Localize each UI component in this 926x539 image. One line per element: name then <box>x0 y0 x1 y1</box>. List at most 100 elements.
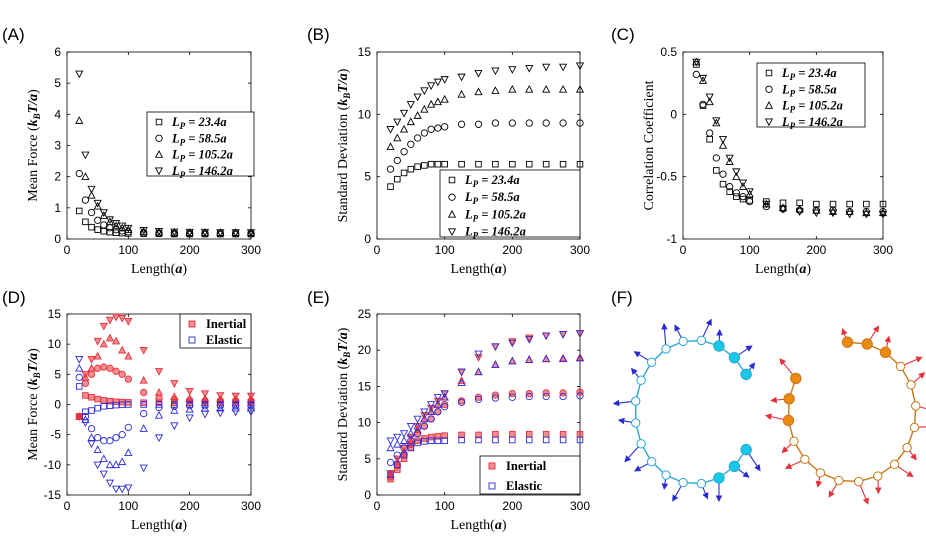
bead <box>782 414 795 427</box>
legend-box <box>439 169 581 238</box>
data-point <box>99 211 108 219</box>
data-point <box>457 120 466 128</box>
data-point <box>458 431 465 439</box>
data-point <box>100 227 108 235</box>
data-point <box>201 402 209 410</box>
data-point <box>542 119 550 127</box>
y-tick-label: -0.5 <box>656 170 677 184</box>
data-point <box>509 160 516 168</box>
bead <box>853 476 864 487</box>
bead <box>728 351 741 364</box>
data-point <box>491 394 500 402</box>
x-tick-label: 300 <box>570 499 590 513</box>
data-point <box>105 217 115 226</box>
y-tick-label: 10 <box>358 107 372 121</box>
bead <box>906 380 916 390</box>
data-point <box>140 401 147 408</box>
data-point <box>508 393 516 401</box>
y-tick-label: 20 <box>358 343 372 357</box>
data-point <box>155 229 163 237</box>
data-point <box>725 157 734 165</box>
data-point <box>420 104 429 113</box>
bead <box>713 340 725 352</box>
data-point <box>81 371 90 379</box>
data-point <box>576 392 584 400</box>
data-point <box>718 141 728 149</box>
data-point <box>542 430 550 438</box>
panel-label-f: (F) <box>611 288 633 307</box>
data-point <box>542 332 551 341</box>
data-point <box>93 445 102 453</box>
data-point <box>94 434 102 442</box>
data-point <box>124 375 132 383</box>
data-point <box>93 337 102 346</box>
data-point <box>433 97 443 106</box>
y-tick-label: 0 <box>364 232 371 246</box>
data-point <box>542 354 551 363</box>
legend-marker <box>764 118 774 127</box>
data-point <box>393 439 402 448</box>
data-point <box>559 160 567 168</box>
legend-box <box>756 62 866 128</box>
data-point <box>407 165 415 173</box>
data-point <box>738 182 748 190</box>
data-point <box>795 208 804 217</box>
data-point <box>508 339 517 348</box>
data-point <box>433 394 443 402</box>
data-point <box>863 200 870 208</box>
bead <box>630 418 641 428</box>
data-point <box>76 207 83 215</box>
data-point <box>186 402 194 410</box>
data-point <box>457 397 466 405</box>
data-point <box>434 408 442 416</box>
data-point <box>81 419 90 428</box>
data-point <box>81 151 90 160</box>
data-point <box>434 433 442 440</box>
data-point <box>111 313 121 322</box>
series-0 <box>387 160 584 190</box>
series-6 <box>386 353 585 452</box>
y-tick-label: 5 <box>54 367 61 381</box>
data-point <box>87 208 96 217</box>
bead <box>790 372 802 385</box>
data-point <box>492 160 499 168</box>
x-tick-label: 0 <box>680 243 687 257</box>
data-point <box>407 140 415 148</box>
data-point <box>99 209 108 217</box>
data-point <box>81 379 90 388</box>
legend-label: LP = 105.2a <box>464 207 526 223</box>
data-point <box>140 399 147 406</box>
data-point <box>559 119 567 127</box>
data-point <box>427 82 436 91</box>
data-point <box>100 363 108 371</box>
data-point <box>526 436 533 444</box>
data-point <box>393 156 401 165</box>
data-point <box>420 87 429 96</box>
data-point <box>525 355 534 363</box>
legend-label: LP = 58.5a <box>781 82 837 98</box>
data-point <box>125 401 132 408</box>
chart-c: 0 100 200 300 -1 -0.5 0 0.5 Correlation Coeffici… <box>642 45 893 277</box>
data-point <box>75 373 83 381</box>
data-point <box>413 415 422 424</box>
y-tick-label: 15 <box>48 307 62 321</box>
data-point <box>441 432 448 439</box>
data-point <box>124 351 133 360</box>
legend-label: Elastic <box>206 333 243 347</box>
data-point <box>474 395 483 404</box>
data-point <box>414 163 421 170</box>
y-tick-label: 0 <box>670 107 677 121</box>
data-point <box>558 63 568 72</box>
data-point <box>440 390 449 399</box>
data-point <box>82 218 89 226</box>
data-point <box>427 401 436 409</box>
data-point <box>111 220 121 228</box>
data-point <box>576 160 584 168</box>
data-point <box>216 403 225 412</box>
data-point <box>474 367 483 376</box>
bead <box>696 478 707 489</box>
legend: Inertial Elastic <box>479 455 581 495</box>
legend-marker <box>488 482 496 490</box>
data-point <box>525 84 534 93</box>
